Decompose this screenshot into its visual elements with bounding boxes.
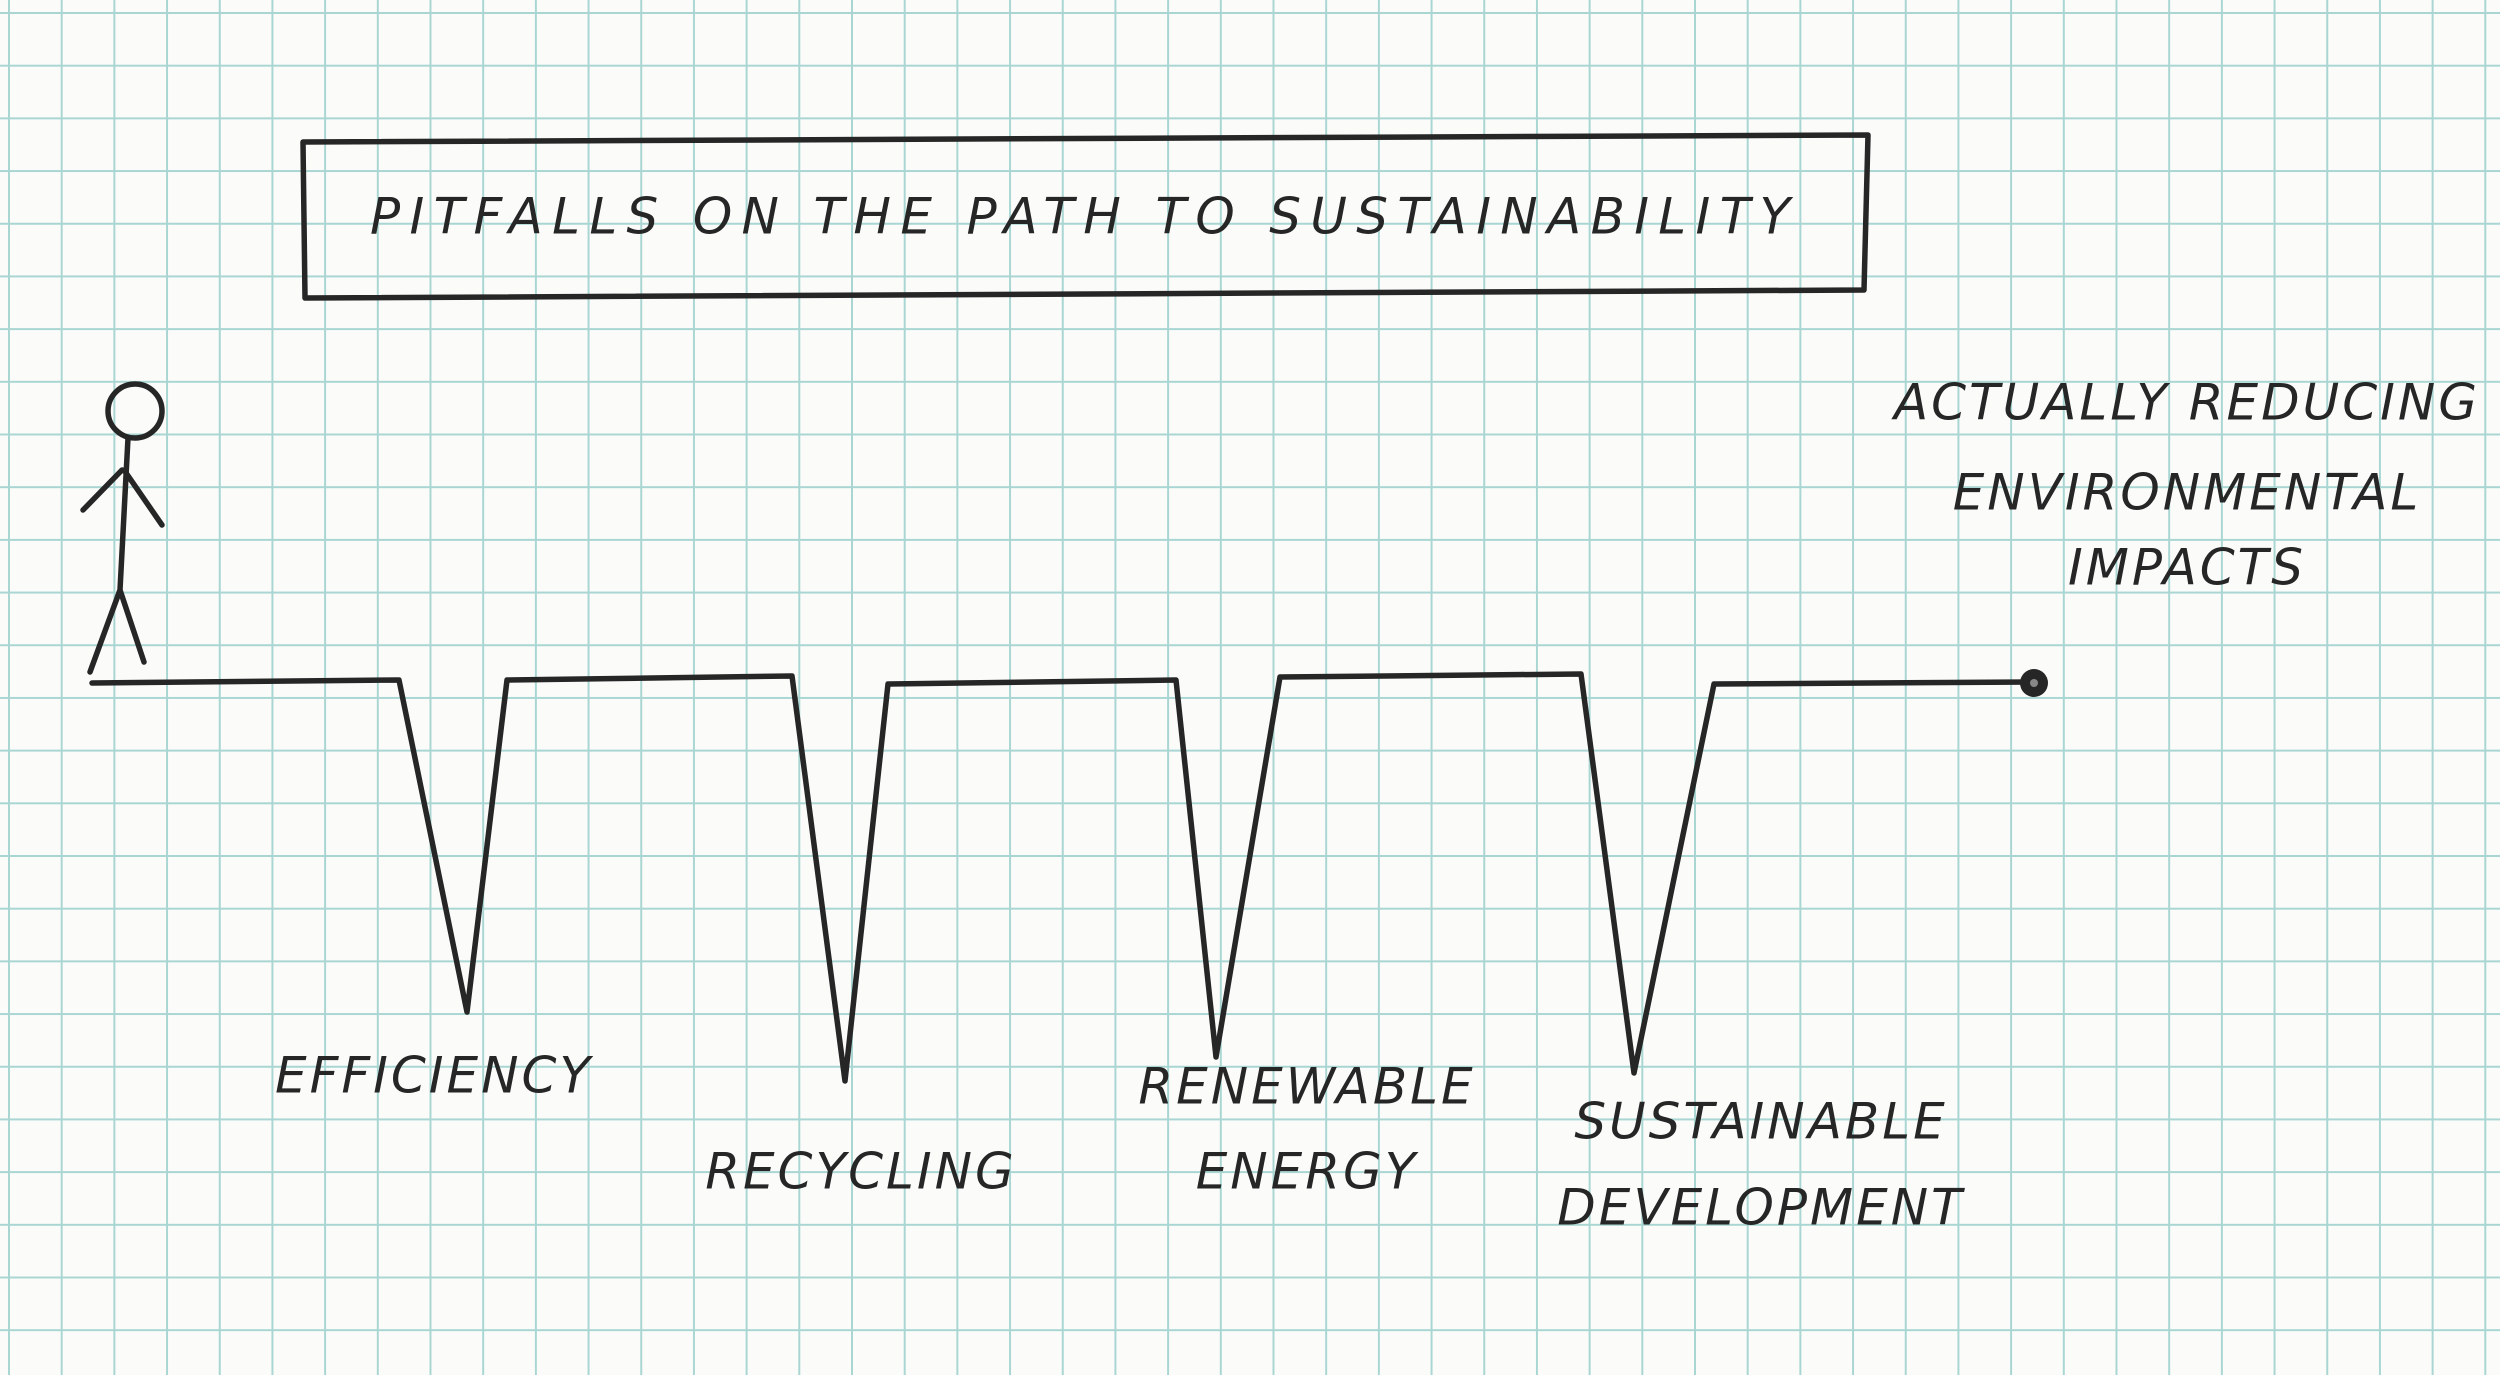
goal-label: IMPACTS bbox=[2068, 539, 2306, 597]
pitfall-label: RENEWABLE bbox=[1138, 1058, 1475, 1116]
path-line bbox=[89, 671, 2035, 1084]
title: PITFALLS ON THE PATH TO SUSTAINABILITY bbox=[370, 188, 1793, 246]
title-box bbox=[300, 132, 1871, 301]
pitfall-label: ENERGY bbox=[1196, 1143, 1419, 1201]
pitfall-label: RECYCLING bbox=[705, 1143, 1017, 1201]
goal-label: ACTUALLY REDUCING bbox=[1891, 374, 2480, 432]
pitfall-label: EFFICIENCY bbox=[275, 1047, 593, 1105]
stick-figure bbox=[80, 381, 165, 675]
goal-label: ENVIRONMENTAL bbox=[1953, 464, 2422, 522]
pitfall-label: DEVELOPMENT bbox=[1557, 1179, 1965, 1237]
goal-dot-center bbox=[2030, 679, 2038, 687]
pitfall-label: SUSTAINABLE bbox=[1574, 1093, 1947, 1151]
